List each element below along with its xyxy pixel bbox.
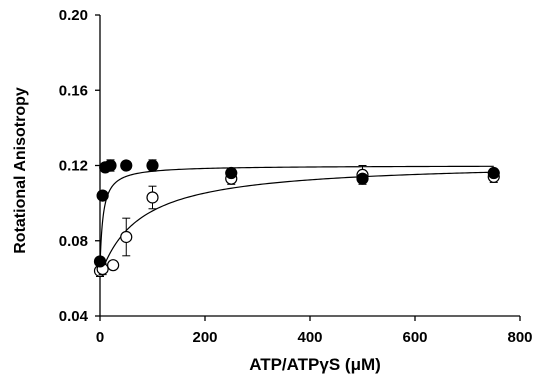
x-tick-label: 800 — [507, 329, 532, 346]
x-tick-label: 600 — [402, 329, 427, 346]
filled-point — [93, 255, 107, 268]
y-axis-label: Rotational Anisotropy — [12, 87, 29, 254]
fit-curve-2 — [99, 171, 494, 277]
open-point — [107, 259, 120, 272]
open-point — [120, 230, 133, 244]
filled-point — [96, 189, 109, 202]
open-point — [146, 191, 159, 204]
data-points — [93, 159, 500, 277]
filled-point — [104, 159, 117, 172]
x-tick-label: 200 — [192, 329, 217, 346]
x-tick-label: 0 — [96, 329, 104, 346]
filled-point — [356, 172, 369, 185]
axes: 0.04 0.08 0.12 0.16 0.20 0 200 400 600 800 — [59, 7, 533, 346]
y-tick-label: 0.04 — [59, 308, 89, 325]
x-axis-label: ATP/ATPγS (μM) — [249, 355, 381, 374]
filled-point — [487, 166, 500, 180]
filled-point — [225, 166, 238, 180]
filled-point — [120, 159, 133, 172]
y-tick-label: 0.16 — [59, 82, 88, 99]
y-tick-label: 0.12 — [59, 158, 88, 175]
fit-curves — [99, 165, 494, 277]
filled-point — [146, 159, 159, 172]
y-tick-label: 0.08 — [59, 233, 88, 250]
x-tick-label: 400 — [297, 329, 322, 346]
y-tick-label: 0.20 — [59, 7, 88, 24]
